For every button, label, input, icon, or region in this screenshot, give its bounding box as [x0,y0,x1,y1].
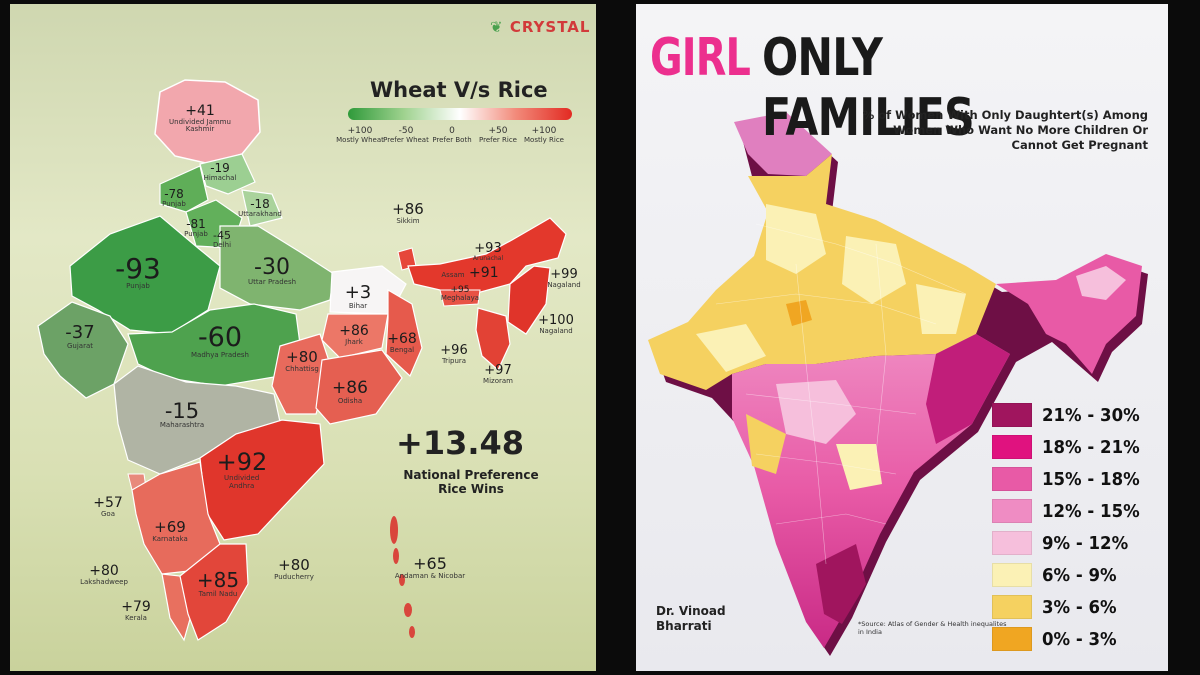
label-tripura: +96 Tripura [440,343,468,365]
label-madhya-pradesh: -60 Madhya Pradesh [191,322,249,360]
label-punjab-78: -78 Punjab [162,187,186,208]
legend-swatch [992,403,1032,427]
label-kerala: +79 Kerala [121,599,151,622]
national-preference-text: National Preference Rice Wins [403,468,539,496]
title-rest: ONLY FAMILIES [762,28,975,148]
scale-mostly-rice: +100 Mostly Rice [524,126,564,144]
region-rajasthan [69,215,221,335]
label-punjab-93: -93 Punjab [115,252,161,291]
scale-mostly-wheat: +100 Mostly Wheat [336,126,384,144]
region-tamil-nadu [179,543,249,641]
label-arunachal: +93 Arunachal [472,241,504,262]
label-nagaland-99: +99 Nagaland [547,267,581,289]
label-assam: Assam +91 [441,265,499,281]
region-punjab-small [159,165,209,213]
label-andhra: +92 Undivided Andhra [216,448,268,490]
label-goa: +57 Goa [93,495,123,518]
legend-swatch [992,531,1032,555]
map-subtitle: % of Women With Only Daughtert(s) Among … [862,108,1148,152]
legend-swatch [992,563,1032,587]
region-south-yellow [836,444,882,490]
wheat-rice-title: Wheat V/s Rice [370,78,548,102]
region-jammu-kashmir [154,79,261,165]
region-pale-1 [766,204,826,274]
region-pale-3 [696,324,766,372]
region-chhattisgarh [271,333,331,415]
region-central-pale [776,380,856,444]
region-andhra [199,419,325,541]
label-nagaland-100: +100 Nagaland [538,313,574,335]
region-odisha [315,349,403,425]
legend-swatch [992,499,1032,523]
legend-item-4: 12% - 15% [992,498,1148,524]
region-ne-pale [1076,266,1126,300]
legend-item-1: 21% - 30% [992,402,1148,428]
label-gujarat: -37 Gujarat [65,322,95,350]
region-jk [734,112,832,176]
legend-swatch [992,627,1032,651]
label-chhattisgarh: +80 Chhattisg [285,348,319,373]
label-maharashtra: -15 Maharashtra [159,399,205,430]
label-himachal: -19 Himachal [203,161,237,182]
scale-prefer-wheat: -50 Prefer Wheat [383,126,429,144]
scale-prefer-both: 0 Prefer Both [432,126,472,144]
preference-gradient [348,108,572,120]
label-delhi: -45 Delhi [212,229,232,249]
label-bihar: +3 Bihar [344,282,372,310]
region-uttarakhand [241,189,283,227]
label-andaman: +65 Andaman & Nicobar [394,554,466,580]
region-pale-2 [842,236,906,304]
region-meghalaya [439,289,481,307]
label-uttar-pradesh: -30 Uttar Pradesh [247,255,297,287]
region-bengal [385,288,423,378]
district-lines [715,223,967,565]
legend-item-3: 15% - 18% [992,466,1148,492]
legend-item-6: 6% - 9% [992,562,1123,588]
region-nagaland-manipur [507,265,551,335]
label-sikkim: +86 Sikkim [392,200,424,225]
legend-item-8: 0% - 3% [992,626,1123,652]
leaf-icon: ❦ [490,18,504,36]
legend-item-5: 9% - 12% [992,530,1136,556]
region-tripura-mizoram [475,307,511,371]
region-andaman [390,516,415,638]
label-punjab-81: -81 Punjab [184,217,208,238]
wheat-rice-map-panel: ❦ CRYSTAL Wheat V/s Rice +100 Mostly Whea… [10,4,596,671]
label-meghalaya: +95 Meghalaya [440,285,480,303]
legend-item-7: 3% - 6% [992,594,1123,620]
label-uttarakhand: -18 Uttarakhand [238,197,282,218]
label-puducherry: +80 Puducherry [274,556,314,581]
source-note: *Source: Atlas of Gender & Health inequa… [858,620,1007,636]
region-himachal [199,153,256,195]
label-odisha: +86 Odisha [332,378,368,405]
region-orange [786,300,812,326]
region-east-coast [926,334,1010,444]
author-credit: Dr. Vinoad Bharrati [656,604,726,633]
legend-item-2: 18% - 21% [992,434,1148,460]
label-bengal: +68 Bengal [387,331,417,354]
label-tamil-nadu: +85 Tamil Nadu [196,568,240,598]
region-deccan-yellow [746,414,786,474]
label-mizoram: +97 Mizoram [483,363,513,385]
girl-only-families-panel: GIRL ONLY FAMILIES % of Women With Only … [636,4,1168,671]
brand-logo: ❦ CRYSTAL [490,18,591,36]
scale-prefer-rice: +50 Prefer Rice [479,126,517,144]
label-karnataka: +69 Karnataka [152,518,188,543]
legend-swatch [992,595,1032,619]
region-south-dark [816,544,866,624]
national-preference-value: +13.48 [396,424,525,462]
label-lakshadweep: +80 Lakshadweep [80,563,128,586]
label-jammu-kashmir: +41 Undivided Jammu Kashmir [169,103,231,134]
legend-swatch [992,435,1032,459]
wheat-rice-map [37,79,567,642]
girl-only-families-map [648,112,1148,656]
label-jharkhand: +86 Jhark [339,323,369,346]
title-accent: GIRL [650,28,751,88]
legend-swatch [992,467,1032,491]
